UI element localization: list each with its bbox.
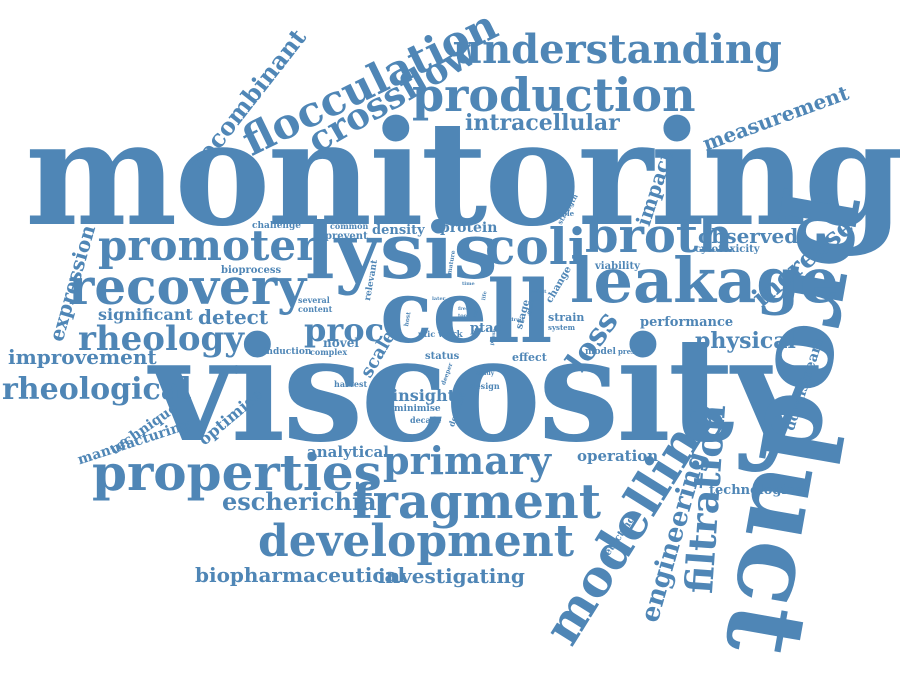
word-viscosity: viscosity — [150, 305, 815, 474]
word-detect: detect — [198, 305, 269, 329]
word-induction: induction — [263, 347, 312, 357]
word-present: present — [618, 347, 648, 356]
word-time: time — [462, 281, 475, 287]
word-broth: broth — [585, 208, 733, 264]
word-analytical: analytical — [307, 443, 389, 461]
word-cell: cell — [380, 262, 553, 363]
word-later: later — [432, 296, 446, 302]
word-ptac: ptac — [470, 321, 502, 336]
word-viability: viability — [595, 261, 640, 272]
word-recovery: recovery — [68, 257, 307, 316]
word-investigating: investigating — [378, 564, 525, 588]
word-coli: coli — [485, 217, 587, 276]
word-strain: strain — [548, 311, 585, 324]
word-minimise: minimise — [394, 404, 441, 414]
word-several: several — [298, 295, 330, 305]
word-significant: significant — [98, 305, 193, 324]
word-properties: properties — [92, 443, 382, 502]
word-result: result — [530, 289, 547, 295]
word-monitoring: monitoring — [25, 89, 900, 258]
word-decade: decade — [410, 415, 442, 425]
word-improvement: improvement — [8, 345, 157, 369]
word-ptic: ptic — [418, 329, 436, 339]
word-observed: observed — [698, 224, 799, 248]
word-enable: enable — [548, 209, 575, 218]
word-harvest: harvest — [334, 379, 368, 389]
word-drug: drug — [510, 317, 524, 323]
word-challenge: challenge — [252, 221, 301, 231]
word-protein: protein — [440, 220, 498, 236]
word-leakage: leakage — [570, 244, 840, 317]
word-prevent: prevent — [325, 231, 368, 242]
word-effect: effect — [512, 351, 547, 364]
word-study: study — [476, 370, 495, 377]
word-intracellular: intracellular — [465, 110, 620, 136]
word-escherichia: escherichia — [222, 487, 377, 516]
word-bioprocess: bioprocess — [221, 265, 282, 276]
word-operation: operation — [577, 447, 659, 465]
word-novel: novel — [323, 336, 359, 350]
word-design: design — [470, 381, 500, 391]
word-insight: insight — [392, 386, 456, 405]
word-proc: proc — [304, 311, 385, 349]
word-density: density — [372, 223, 425, 238]
word-technologies: technologies — [709, 483, 802, 498]
word-rheology: rheology — [78, 319, 245, 359]
word-fragment: fragment — [352, 474, 601, 530]
word-work: work — [438, 330, 463, 340]
word-cytotoxicity: cytotoxicity — [695, 244, 760, 255]
word-performance: performance — [640, 315, 734, 330]
word-understanding: understanding — [453, 26, 782, 73]
word-complex: complex — [310, 347, 348, 357]
word-status: status — [425, 351, 460, 362]
word-model: model — [585, 347, 616, 357]
word-physical: physical — [695, 328, 796, 354]
word-lysis: lysis — [305, 206, 498, 297]
word-promoter: promoter — [98, 221, 319, 270]
word-fresh: fresh — [458, 306, 473, 312]
word-development: development — [258, 516, 575, 567]
word-rheological: rheological — [2, 372, 192, 407]
word-common: common — [330, 221, 369, 231]
word-content: content — [298, 304, 333, 314]
word-tool: tool — [458, 313, 469, 319]
word-primary: primary — [383, 438, 551, 483]
word-production: production — [412, 68, 696, 122]
word-system: system — [548, 323, 576, 332]
word-biopharmaceutical: biopharmaceutical — [195, 563, 406, 587]
